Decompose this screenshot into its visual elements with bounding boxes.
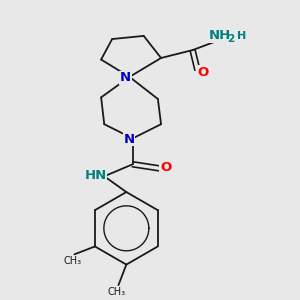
Text: CH₃: CH₃ (64, 256, 82, 266)
Text: O: O (160, 161, 171, 174)
Text: N: N (123, 133, 134, 146)
Text: HN: HN (84, 169, 106, 182)
Text: O: O (197, 66, 208, 79)
Text: H: H (237, 31, 246, 41)
Text: 2: 2 (227, 34, 235, 44)
Text: N: N (120, 71, 131, 84)
Text: CH₃: CH₃ (108, 287, 126, 297)
Text: NH: NH (208, 29, 230, 42)
